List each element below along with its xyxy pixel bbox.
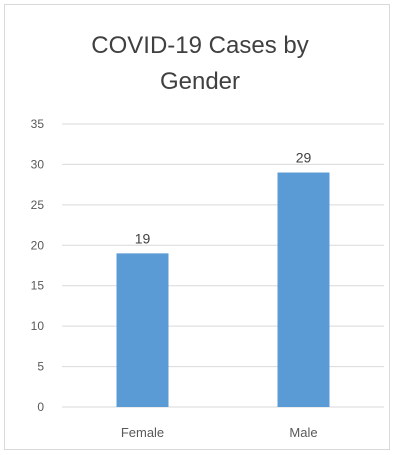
y-tick-label-35: 35: [31, 117, 45, 131]
chart-title: COVID-19 Cases by Gender: [91, 32, 309, 95]
data-label-male: 29: [296, 150, 312, 166]
bar-female: [116, 253, 169, 407]
y-tick-label-25: 25: [31, 198, 45, 212]
x-axis-categories: Female Male: [121, 425, 318, 440]
bars: [116, 172, 330, 407]
y-tick-label-30: 30: [31, 157, 45, 171]
y-tick-label-5: 5: [37, 360, 44, 374]
bar-male: [277, 172, 330, 407]
y-tick-label-0: 0: [37, 400, 44, 414]
y-tick-label-10: 10: [31, 319, 45, 333]
y-tick-label-15: 15: [31, 279, 45, 293]
data-label-female: 19: [135, 230, 151, 246]
gridlines: [62, 123, 384, 408]
category-label-male: Male: [289, 425, 317, 440]
y-tick-label-20: 20: [31, 238, 45, 252]
category-label-female: Female: [121, 425, 164, 440]
y-axis-ticks: 0 5 10 15 20 25 30 35: [31, 117, 45, 414]
